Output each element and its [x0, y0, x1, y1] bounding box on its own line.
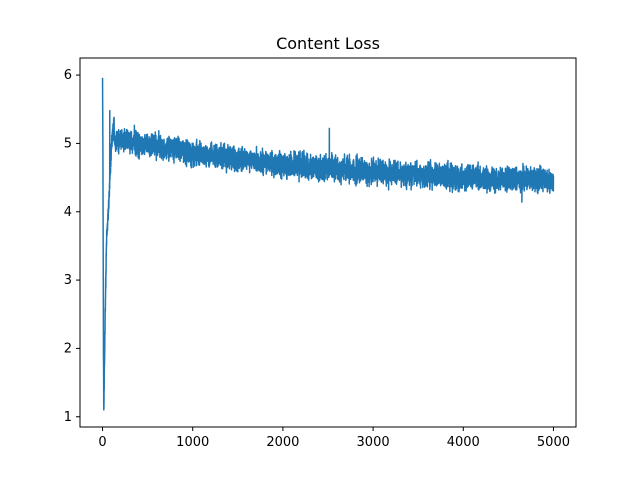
x-tick-label: 2000 [266, 435, 299, 450]
y-axis: 1 2 3 4 5 6 [64, 68, 80, 425]
x-tick-label: 4000 [447, 435, 480, 450]
y-tick-label: 2 [64, 341, 72, 356]
x-axis: 0 1000 2000 3000 4000 5000 [98, 427, 570, 450]
y-tick-label: 3 [64, 273, 72, 288]
x-tick-label: 3000 [357, 435, 390, 450]
chart-title: Content Loss [276, 34, 380, 53]
plot-background [80, 58, 576, 427]
series-layer [101, 77, 555, 411]
x-tick-label: 0 [98, 435, 106, 450]
y-tick-label: 1 [64, 410, 72, 425]
y-tick-label: 4 [64, 205, 72, 220]
y-tick-label: 6 [64, 68, 72, 83]
plot-area [79, 57, 577, 428]
x-tick-label: 5000 [537, 435, 570, 450]
series-line-content-loss [101, 77, 555, 411]
plot-frame [79, 57, 577, 428]
y-tick-label: 5 [64, 136, 72, 151]
x-tick-label: 1000 [176, 435, 209, 450]
